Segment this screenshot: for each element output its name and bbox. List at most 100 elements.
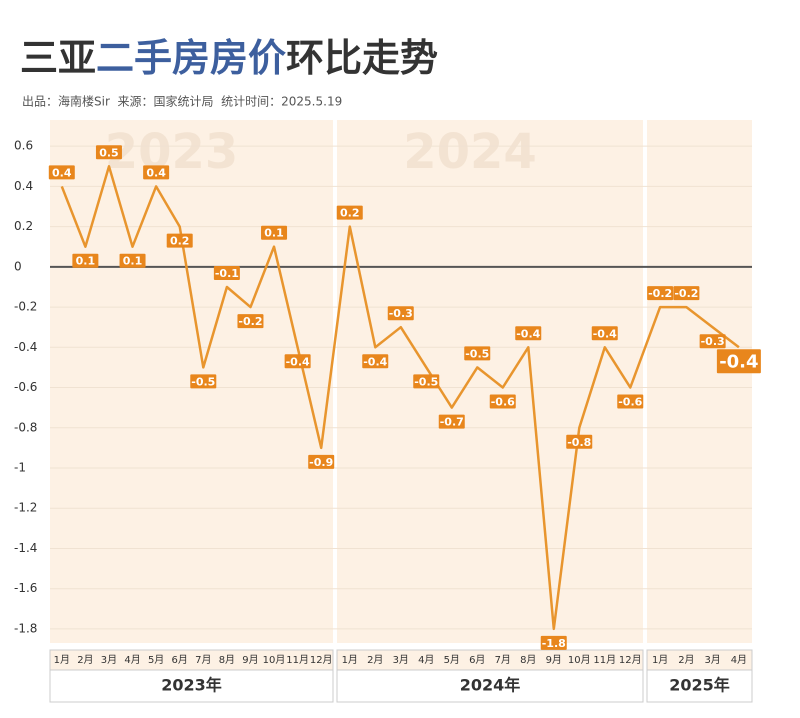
data-label: -0.7 [440,416,464,429]
x-tick-label: 11月 [593,654,616,666]
data-label: -0.3 [389,307,413,320]
x-tick-label: 11月 [286,654,309,666]
data-label-box [716,349,761,374]
year-box [336,669,644,703]
x-tick-label: 2月 [77,654,93,666]
y-tick-label: -0.8 [14,420,37,434]
data-label-box [213,265,240,280]
data-label-box [566,434,593,449]
data-label: 0.1 [264,227,284,240]
data-label: 0.5 [99,146,119,159]
title-part: 三亚 [20,36,96,80]
y-tick-label: -1.2 [14,501,37,515]
year-label: 2025年 [669,676,730,695]
data-label-box [673,286,700,301]
x-tick-label: 8月 [219,654,235,666]
year-box [49,669,334,703]
y-tick-label: 0.4 [14,179,33,193]
data-label: 0.2 [340,207,360,220]
y-tick-label: 0 [14,259,22,273]
x-tick-label: 7月 [195,654,211,666]
x-tick-label: 7月 [495,654,511,666]
data-label: -0.5 [414,375,438,388]
data-label-box [308,454,335,469]
data-label-box [95,145,122,160]
data-label: 0.1 [76,255,96,268]
data-label-box [48,165,75,180]
year-panel [647,120,752,643]
y-tick-label: -1 [14,460,26,474]
x-tick-label: 1月 [54,654,70,666]
data-label-box [438,414,465,429]
y-tick-label: 0.2 [14,219,33,233]
y-tick-label: -0.2 [14,300,37,314]
year-label: 2024年 [460,676,521,695]
x-tick-label: 3月 [393,654,409,666]
title-part: 环比走势 [286,36,438,80]
year-watermark: 2024 [403,124,537,180]
data-label-box [362,354,389,369]
data-label: 0.2 [170,235,190,248]
x-tick-label: 6月 [469,654,485,666]
y-tick-label: -0.4 [14,340,37,354]
data-label-box [617,394,644,409]
line [60,165,740,631]
y-tick-label: -1.6 [14,581,37,595]
x-tick-label: 3月 [704,654,720,666]
x-tick-label: 8月 [520,654,536,666]
data-label-box [515,326,542,341]
data-label: -0.9 [309,456,333,469]
data-label: -0.2 [648,287,672,300]
data-label-box [489,394,516,409]
x-tick-label: 4月 [731,654,747,666]
data-label: -0.4 [593,327,617,340]
x-tick-label: 12月 [310,654,333,666]
x-tick-label: 6月 [172,654,188,666]
x-tick-label: 2月 [367,654,383,666]
year-panel [337,120,643,643]
data-label-box [387,306,414,321]
data-label: -0.1 [215,267,239,280]
x-tick-label: 10月 [263,654,286,666]
year-box [646,669,753,703]
data-label-box [413,374,440,389]
data-label: -1.8 [542,637,566,650]
data-label-box [699,334,726,349]
data-label: -0.5 [465,347,489,360]
data-label: 0.4 [146,166,166,179]
x-tick-label: 9月 [546,654,562,666]
title-part: 二手房房价 [96,36,286,80]
y-tick-label: -1.8 [14,621,37,635]
y-tick-label: -0.6 [14,380,37,394]
data-label: -0.4 [286,355,310,368]
data-label: 0.1 [123,255,143,268]
x-tick-label: 4月 [124,654,140,666]
y-tick-label: 0.6 [14,139,33,153]
data-label: -0.5 [191,375,215,388]
data-label-box [336,205,363,220]
data-label-box [261,225,288,240]
x-tick-label: 3月 [101,654,117,666]
data-label-box [190,374,217,389]
year-label: 2023年 [161,676,222,695]
data-label-box [540,635,567,650]
data-label: -0.8 [567,436,591,449]
x-tick-label: 1月 [652,654,668,666]
year-watermark: 2023 [105,124,239,180]
x-tick-label: 2月 [678,654,694,666]
x-tick-label: 1月 [342,654,358,666]
data-label: -0.6 [491,396,515,409]
data-label-box [591,326,618,341]
data-label-box [119,253,146,268]
x-tick-label: 9月 [242,654,258,666]
data-label: 0.4 [52,166,72,179]
data-label: -0.2 [674,287,698,300]
data-label: -0.3 [701,335,725,348]
data-label-box [647,286,674,301]
data-label: -0.6 [618,396,642,409]
data-label: -0.2 [238,315,262,328]
y-tick-label: -1.4 [14,541,37,555]
chart-title: 三亚二手房房价环比走势 [20,36,438,80]
data-label-box [237,314,264,329]
